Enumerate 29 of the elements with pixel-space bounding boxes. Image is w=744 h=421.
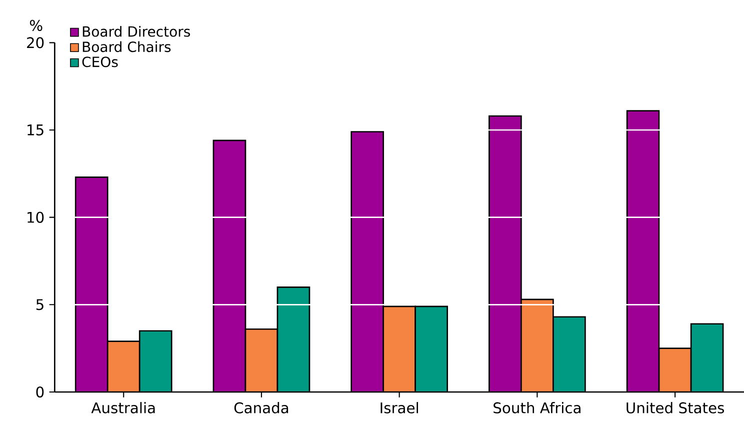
bar	[690, 323, 724, 392]
legend-label: Board Directors	[82, 26, 190, 37]
x-tick-label: United States	[626, 402, 724, 414]
y-tick-label: 15	[28, 124, 44, 136]
bar	[521, 299, 554, 392]
bar	[553, 316, 586, 392]
x-tick-label: Australia	[91, 402, 155, 414]
bar	[626, 110, 660, 392]
bar	[658, 348, 692, 392]
x-tick-label: Israel	[380, 402, 418, 414]
y-tick-label: 20	[27, 37, 44, 48]
bar	[245, 329, 278, 392]
bar	[415, 306, 448, 392]
bar	[383, 306, 416, 392]
y-tick-label: 5	[36, 299, 44, 310]
bar	[140, 330, 172, 392]
y-axis-title: %	[30, 20, 42, 31]
x-tick-label: South Africa	[494, 402, 580, 414]
legend-label: Board Chairs	[82, 41, 171, 52]
bar	[108, 341, 140, 392]
y-tick-label: 10	[28, 212, 44, 223]
legend-label: CEOs	[82, 56, 118, 68]
y-tick-label: 0	[36, 386, 44, 398]
bar	[351, 132, 384, 392]
bar	[277, 287, 310, 392]
bar	[213, 140, 246, 392]
x-tick-label: Canada	[234, 402, 288, 414]
bar	[489, 116, 522, 392]
bar	[76, 177, 108, 392]
